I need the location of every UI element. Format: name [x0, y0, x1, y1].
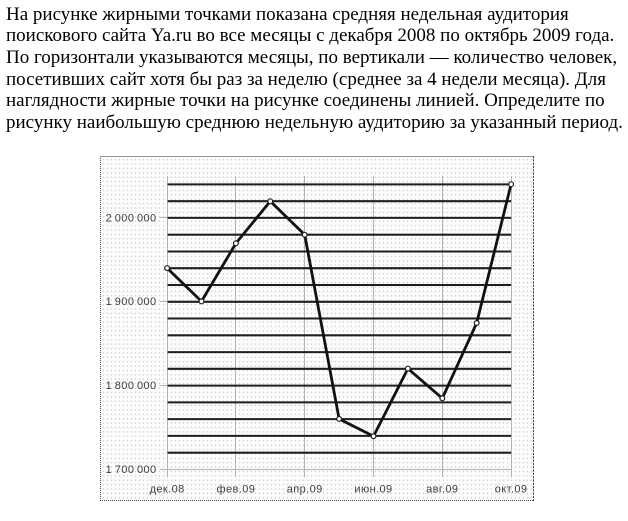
svg-text:2 000 000: 2 000 000	[106, 212, 157, 224]
svg-text:окт.09: окт.09	[495, 484, 528, 496]
svg-text:1 900 000: 1 900 000	[106, 296, 157, 308]
svg-text:авг.09: авг.09	[426, 484, 458, 496]
svg-text:фев.09: фев.09	[217, 484, 256, 496]
svg-text:1 700 000: 1 700 000	[106, 464, 157, 476]
svg-text:1 800 000: 1 800 000	[106, 380, 157, 392]
svg-text:дек.08: дек.08	[150, 484, 185, 496]
svg-text:июн.09: июн.09	[354, 484, 392, 496]
svg-text:апр.09: апр.09	[287, 484, 323, 496]
